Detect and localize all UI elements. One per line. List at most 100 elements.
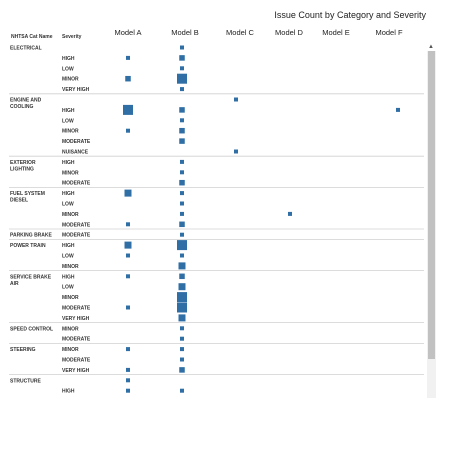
severity-label: MODERATE: [62, 139, 91, 145]
severity-label: LOW: [62, 285, 74, 291]
category-label: FUEL SYSTEM: [10, 191, 45, 197]
count-mark[interactable]: [180, 253, 184, 258]
count-mark[interactable]: [234, 97, 238, 102]
row-header-severity: Severity: [62, 34, 82, 40]
count-mark[interactable]: [125, 75, 131, 82]
scrollbar-thumb[interactable]: [428, 51, 435, 359]
count-mark[interactable]: [126, 378, 130, 383]
count-mark[interactable]: [180, 45, 184, 50]
severity-label: HIGH: [62, 191, 75, 197]
count-mark[interactable]: [178, 314, 186, 322]
severity-label: MINOR: [62, 77, 79, 83]
column-header-model-f: Model F: [375, 28, 403, 37]
count-mark[interactable]: [126, 388, 130, 393]
count-mark[interactable]: [180, 326, 184, 331]
severity-label: MINOR: [62, 264, 79, 270]
count-mark[interactable]: [123, 104, 133, 115]
count-mark[interactable]: [126, 222, 130, 227]
count-mark[interactable]: [177, 302, 187, 313]
count-mark[interactable]: [179, 127, 185, 134]
severity-label: HIGH: [62, 56, 75, 62]
count-mark[interactable]: [179, 55, 185, 61]
count-mark[interactable]: [180, 347, 184, 352]
row-header-category: NHTSA Cat Name: [11, 34, 53, 40]
count-mark[interactable]: [126, 367, 130, 372]
severity-label: MINOR: [62, 347, 79, 353]
category-label: DIESEL: [10, 198, 28, 204]
severity-label: VERY HIGH: [62, 316, 90, 322]
count-mark[interactable]: [126, 128, 130, 133]
category-label: SERVICE BRAKE: [10, 274, 52, 280]
severity-label: HIGH: [62, 389, 75, 395]
category-label: LIGHTING: [10, 166, 34, 172]
category-label: EXTERIOR: [10, 160, 36, 166]
count-mark[interactable]: [288, 211, 292, 216]
count-mark[interactable]: [180, 191, 184, 196]
count-mark[interactable]: [180, 336, 184, 341]
scroll-up-arrow-icon[interactable]: ▲: [428, 44, 434, 50]
count-mark[interactable]: [177, 73, 187, 84]
category-label: POWER TRAIN: [10, 243, 46, 249]
severity-label: MODERATE: [62, 222, 91, 228]
count-mark[interactable]: [126, 253, 130, 258]
count-mark[interactable]: [126, 55, 130, 60]
count-mark[interactable]: [126, 347, 130, 352]
count-mark[interactable]: [180, 170, 184, 175]
count-mark[interactable]: [126, 305, 130, 310]
severity-label: MINOR: [62, 170, 79, 176]
category-label: ELECTRICAL: [10, 46, 42, 52]
column-header-model-b: Model B: [171, 28, 199, 37]
count-mark[interactable]: [124, 241, 132, 249]
chart-title: Issue Count by Category and Severity: [274, 10, 426, 20]
column-header-model-d: Model D: [275, 28, 303, 37]
count-mark[interactable]: [179, 179, 185, 186]
column-header-model-e: Model E: [322, 28, 350, 37]
count-mark[interactable]: [180, 232, 184, 237]
severity-label: HIGH: [62, 274, 75, 280]
category-label: PARKING BRAKE: [10, 233, 53, 239]
severity-label: MODERATE: [62, 306, 91, 312]
count-mark[interactable]: [179, 367, 185, 373]
count-mark[interactable]: [177, 292, 187, 303]
count-mark[interactable]: [234, 149, 238, 154]
severity-label: LOW: [62, 202, 74, 208]
column-header-model-a: Model A: [114, 28, 142, 37]
count-mark[interactable]: [180, 211, 184, 216]
count-mark[interactable]: [179, 138, 185, 144]
severity-label: MODERATE: [62, 337, 91, 343]
severity-label: MINOR: [62, 129, 79, 135]
category-label: COOLING: [10, 104, 33, 110]
count-mark[interactable]: [179, 273, 185, 280]
count-mark[interactable]: [180, 66, 184, 71]
severity-label: MINOR: [62, 295, 79, 301]
count-mark[interactable]: [180, 159, 184, 164]
count-mark[interactable]: [178, 283, 186, 291]
severity-label: MODERATE: [62, 181, 91, 187]
category-label: STRUCTURE: [10, 378, 41, 384]
column-header-model-c: Model C: [226, 28, 254, 37]
severity-label: VERY HIGH: [62, 368, 90, 374]
count-mark[interactable]: [178, 262, 186, 270]
count-mark[interactable]: [124, 189, 132, 197]
count-mark[interactable]: [177, 240, 187, 251]
severity-label: MINOR: [62, 212, 79, 218]
severity-label: VERY HIGH: [62, 87, 90, 93]
count-mark[interactable]: [180, 87, 184, 92]
count-mark[interactable]: [126, 274, 130, 279]
count-mark[interactable]: [180, 388, 184, 393]
severity-label: MINOR: [62, 326, 79, 332]
count-mark[interactable]: [180, 357, 184, 362]
category-label: STEERING: [10, 347, 36, 353]
severity-label: LOW: [62, 66, 74, 72]
category-label: ENGINE AND: [10, 98, 42, 104]
severity-label: HIGH: [62, 160, 75, 166]
severity-label: HIGH: [62, 243, 75, 249]
category-label: AIR: [10, 281, 19, 287]
count-mark[interactable]: [179, 107, 185, 113]
count-mark[interactable]: [396, 107, 400, 112]
count-mark[interactable]: [180, 118, 184, 123]
count-mark[interactable]: [179, 221, 185, 228]
severity-label: LOW: [62, 118, 74, 124]
issue-matrix: ELECTRICAL HIGH LOW MINOR VERY HIGH ENGINE AN…: [9, 45, 424, 395]
count-mark[interactable]: [180, 201, 184, 206]
